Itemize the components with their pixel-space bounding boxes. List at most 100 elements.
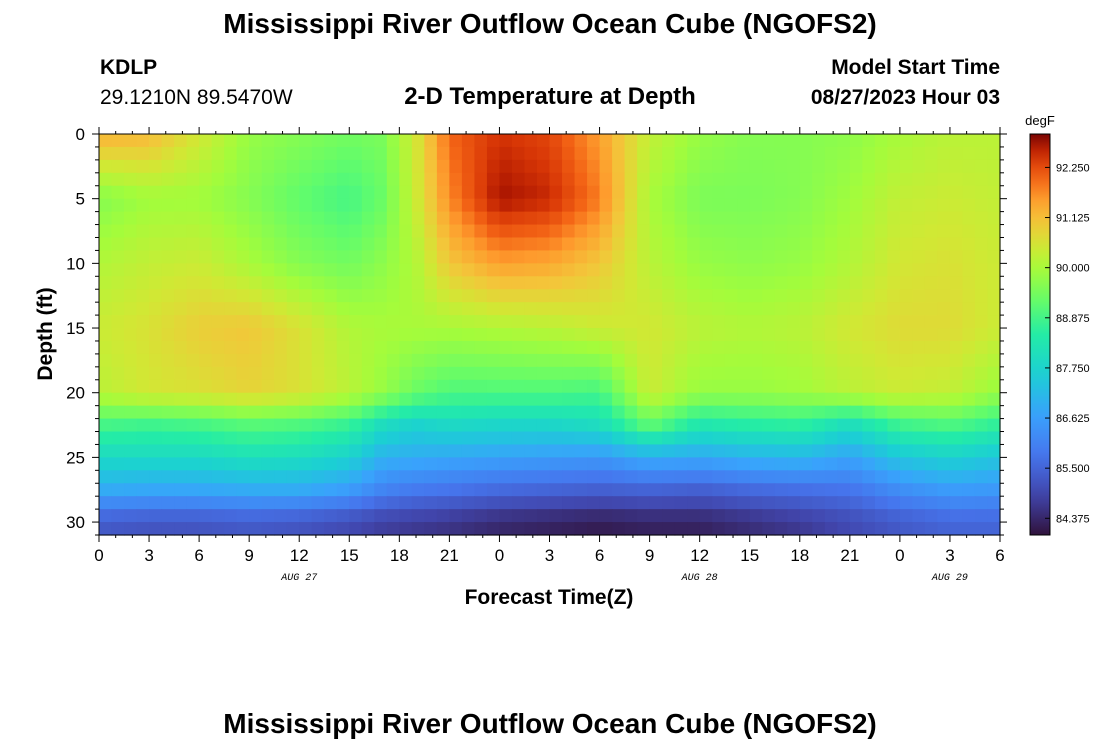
heatmap-cell [799, 431, 813, 446]
heatmap-cell [812, 237, 826, 252]
heatmap-cell [762, 405, 776, 420]
heatmap-cell [949, 457, 964, 471]
heatmap-cell [199, 366, 213, 381]
heatmap-cell [974, 509, 989, 523]
heatmap-cell [311, 198, 325, 213]
heatmap-cell [524, 496, 538, 510]
heatmap-cell [349, 237, 363, 252]
heatmap-cell [862, 172, 876, 187]
heatmap-cell [649, 198, 663, 213]
heatmap-cell [762, 353, 776, 368]
heatmap-cell [599, 340, 613, 355]
heatmap-cell [749, 134, 763, 148]
heatmap-cell [887, 366, 901, 381]
heatmap-cell [199, 302, 213, 316]
heatmap-cell [799, 224, 813, 239]
heatmap-cell [549, 211, 563, 226]
heatmap-cell [662, 340, 676, 355]
heatmap-cell [211, 224, 225, 239]
heatmap-cell [511, 522, 526, 536]
heatmap-cell [962, 198, 976, 213]
heatmap-cell [186, 198, 200, 213]
heatmap-cell [286, 159, 300, 174]
heatmap-cell [249, 496, 263, 510]
heatmap-cell [762, 172, 776, 187]
heatmap-cell [762, 392, 776, 407]
heatmap-cell [224, 379, 238, 394]
heatmap-cell [274, 470, 288, 484]
heatmap-cell [912, 496, 926, 510]
heatmap-cell [399, 172, 413, 187]
heatmap-cell [311, 392, 325, 407]
heatmap-cell [411, 172, 425, 187]
heatmap-cell [124, 444, 138, 458]
heatmap-cell [511, 392, 526, 407]
heatmap-cell [887, 276, 901, 290]
heatmap-cell [349, 379, 363, 394]
heatmap-cell [149, 496, 163, 510]
heatmap-cell [386, 483, 400, 497]
heatmap-cell [887, 405, 901, 420]
heatmap-cell [787, 457, 801, 471]
heatmap-cell [574, 366, 588, 381]
heatmap-cell [99, 483, 113, 497]
heatmap-cell [136, 431, 150, 446]
heatmap-cell [649, 353, 663, 368]
heatmap-cell [799, 470, 813, 484]
heatmap-cell [536, 483, 551, 497]
heatmap-cell [274, 366, 288, 381]
heatmap-cell [762, 302, 776, 316]
heatmap-cell [824, 470, 838, 484]
heatmap-cell [874, 289, 888, 303]
heatmap-cell [524, 470, 538, 484]
heatmap-cell [349, 328, 363, 342]
heatmap-cell [937, 379, 951, 394]
heatmap-cell [499, 340, 513, 355]
heatmap-cell [524, 483, 538, 497]
heatmap-cell [862, 496, 876, 510]
heatmap-cell [99, 263, 113, 277]
heatmap-cell [912, 224, 926, 239]
heatmap-cell [236, 444, 250, 458]
heatmap-cell [511, 340, 526, 355]
heatmap-cell [286, 146, 300, 161]
heatmap-cell [987, 457, 1001, 471]
heatmap-cell [612, 185, 626, 200]
heatmap-cell [562, 224, 576, 239]
heatmap-cell [937, 340, 951, 355]
heatmap-cell [774, 379, 788, 394]
heatmap-cell [211, 340, 225, 355]
heatmap-cell [499, 263, 513, 277]
heatmap-cell [974, 340, 989, 355]
heatmap-cell [649, 237, 663, 252]
heatmap-cell [174, 353, 188, 368]
heatmap-cell [436, 289, 450, 303]
heatmap-cell [612, 159, 626, 174]
heatmap-cell [649, 457, 663, 471]
heatmap-cell [474, 340, 488, 355]
heatmap-cell [699, 211, 713, 226]
heatmap-cell [949, 470, 964, 484]
heatmap-cell [486, 302, 501, 316]
heatmap-cell [562, 392, 576, 407]
heatmap-cell [449, 340, 463, 355]
heatmap-cell [649, 315, 663, 329]
heatmap-cell [987, 159, 1001, 174]
heatmap-cell [149, 483, 163, 497]
heatmap-cell [787, 522, 801, 536]
heatmap-cell [774, 366, 788, 381]
heatmap-cell [336, 198, 350, 213]
heatmap-cell [549, 159, 563, 174]
heatmap-cell [549, 392, 563, 407]
heatmap-cell [149, 340, 163, 355]
heatmap-cell [186, 185, 200, 200]
heatmap-cell [899, 340, 913, 355]
heatmap-cell [324, 315, 338, 329]
heatmap-cell [924, 353, 939, 368]
heatmap-cell [424, 289, 438, 303]
heatmap-cell [774, 276, 788, 290]
heatmap-cell [899, 509, 913, 523]
heatmap-cell [799, 366, 813, 381]
heatmap-cell [386, 392, 400, 407]
heatmap-cell [724, 444, 738, 458]
